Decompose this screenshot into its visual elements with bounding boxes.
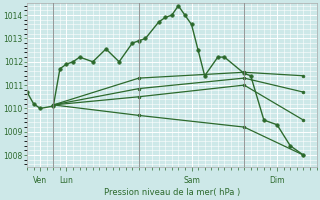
X-axis label: Pression niveau de la mer( hPa ): Pression niveau de la mer( hPa ) (104, 188, 240, 197)
